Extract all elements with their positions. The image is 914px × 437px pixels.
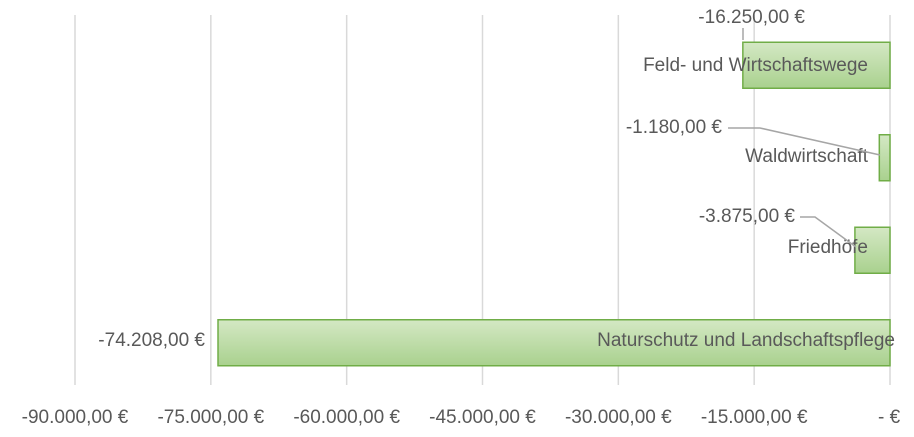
x-tick-label: -15.000,00 €	[701, 407, 808, 428]
value-label: -74.208,00 €	[98, 330, 205, 351]
bar	[217, 319, 891, 367]
x-tick-label: -30.000,00 €	[565, 407, 672, 428]
x-tick-label: -60.000,00 €	[293, 407, 400, 428]
value-label: -3.875,00 €	[699, 206, 796, 227]
value-label: -16.250,00 €	[698, 7, 805, 28]
value-label: -1.180,00 €	[626, 117, 723, 138]
bar	[854, 226, 891, 274]
x-tick-label: -75.000,00 €	[157, 407, 264, 428]
category-label: Friedhöfe	[788, 237, 868, 258]
category-label: Naturschutz und Landschaftspflege	[597, 330, 895, 351]
category-label: Feld- und Wirtschaftswege	[643, 55, 868, 76]
x-tick-label: -90.000,00 €	[22, 407, 129, 428]
x-tick-label: - €	[878, 407, 901, 428]
bar	[878, 134, 891, 182]
leader-line	[728, 127, 881, 156]
leader-line	[800, 216, 857, 248]
bar	[742, 41, 891, 89]
category-label: Waldwirtschaft	[745, 146, 869, 167]
x-tick-label: -45.000,00 €	[429, 407, 536, 428]
